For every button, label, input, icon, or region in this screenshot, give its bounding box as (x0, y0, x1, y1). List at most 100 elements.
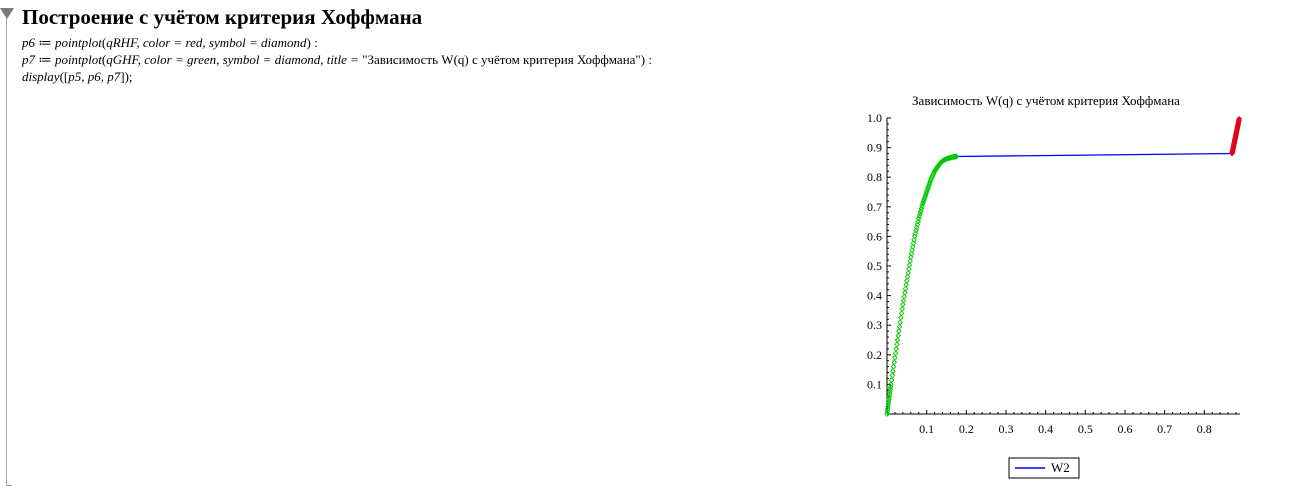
code-line-1-close-paren: ) (306, 35, 311, 50)
data-point-diamond (894, 341, 900, 348)
code-line-2-args: qGHF, color = green, symbol = diamond, t… (106, 52, 363, 67)
y-tick-label: 0.3 (867, 318, 882, 332)
plot-legend: W2 (1008, 457, 1080, 479)
data-point-diamond (913, 227, 919, 234)
code-line-2-func: pointplot (54, 52, 102, 67)
legend-label: W2 (1051, 460, 1070, 475)
data-point-diamond (911, 233, 918, 240)
data-point-diamond (897, 319, 904, 326)
data-point-diamond (903, 281, 910, 288)
data-point-diamond (904, 274, 911, 280)
code-line-2-end: : (645, 52, 652, 67)
plot-svg: Зависимость W(q) с учётом критерия Хоффм… (867, 93, 1243, 479)
data-point-diamond (915, 218, 921, 225)
code-line-3[interactable]: display([p5, p6, p7]); (22, 69, 133, 85)
data-point-diamond (886, 396, 892, 403)
data-point-diamond (911, 237, 917, 243)
data-point-diamond (896, 328, 902, 334)
y-tick-label: 0.1 (867, 377, 882, 391)
data-point-diamond (887, 388, 893, 395)
data-point-diamond (884, 411, 890, 417)
y-tick-label: 0.5 (867, 259, 882, 273)
plot-title: Зависимость W(q) с учётом критерия Хоффм… (912, 93, 1180, 108)
code-line-1-assign: ≔ (35, 35, 55, 50)
y-tick-label: 0.8 (867, 170, 882, 184)
data-point-diamond (891, 359, 898, 366)
plot-output[interactable]: Зависимость W(q) с учётом критерия Хоффм… (850, 88, 1260, 488)
data-point-diamond (900, 301, 906, 308)
data-point-diamond (889, 372, 896, 379)
y-tick-label: 0.2 (867, 348, 882, 362)
x-tick-label: 0.8 (1197, 422, 1212, 436)
data-point-diamond (901, 293, 908, 300)
data-point-diamond (884, 406, 891, 412)
code-line-1[interactable]: p6 ≔ pointplot(qRHF, color = red, symbol… (22, 35, 318, 51)
data-point-diamond (912, 230, 919, 237)
code-line-1-end: : (310, 35, 318, 50)
code-line-3-func: display (22, 69, 60, 84)
code-line-1-args: qRHF, color = red, symbol = diamond (106, 35, 307, 50)
y-tick-label: 1.0 (867, 111, 882, 125)
section-title: Построение с учётом критерия Хоффмана (22, 5, 423, 29)
data-point-diamond (885, 398, 892, 405)
data-point-diamond (887, 386, 894, 393)
data-point-diamond (885, 403, 891, 410)
data-point-diamond (903, 277, 910, 284)
data-point-diamond (898, 310, 905, 317)
data-point-diamond (895, 332, 902, 339)
code-line-2-open-paren: ( (101, 52, 107, 67)
data-point-diamond (898, 314, 904, 321)
data-point-diamond (893, 346, 900, 352)
y-tick-label: 0.9 (867, 141, 882, 155)
data-point-diamond (896, 323, 903, 330)
code-line-3-args: p5, p6, p7 (68, 69, 121, 84)
x-tick-label: 0.1 (919, 422, 934, 436)
y-tick-label: 0.7 (867, 200, 882, 214)
data-point-diamond (914, 221, 921, 228)
data-point-diamond (884, 408, 891, 415)
data-point-diamond (910, 240, 917, 247)
data-point-diamond (913, 224, 920, 231)
code-line-3-close-bracket: ]) (120, 69, 129, 84)
section-bracket-foot (6, 485, 12, 486)
x-tick-label: 0.7 (1157, 422, 1172, 436)
data-point-diamond (905, 266, 912, 272)
code-line-2-lhs: p7 (22, 52, 35, 67)
x-axis-ticks: 0.1 0.2 0.3 0.4 0.5 0.6 0.7 0.8 (894, 410, 1237, 436)
data-point-diamond (892, 350, 899, 357)
data-point-diamond (888, 381, 894, 388)
code-line-1-lhs: p6 (22, 35, 35, 50)
plot-series (884, 116, 1243, 417)
x-tick-label: 0.6 (1117, 422, 1132, 436)
data-point-diamond (1236, 116, 1243, 122)
data-point-diamond (909, 243, 916, 250)
x-tick-label: 0.3 (998, 422, 1013, 436)
data-point-diamond (900, 297, 907, 304)
section-collapse-triangle-icon[interactable] (0, 8, 14, 19)
data-point-diamond (953, 153, 960, 160)
code-line-3-open-bracket: ([ (59, 69, 69, 84)
data-point-diamond (886, 391, 893, 398)
data-point-diamond (894, 337, 901, 343)
data-point-diamond (906, 262, 913, 268)
data-point-diamond (890, 363, 897, 370)
data-point-diamond (905, 270, 911, 276)
code-line-1-func: pointplot (54, 35, 102, 50)
code-line-3-end: ; (128, 69, 133, 84)
x-tick-label: 0.2 (959, 422, 974, 436)
code-line-1-open-paren: ( (101, 35, 107, 50)
data-point-diamond (909, 247, 915, 254)
data-point-diamond (888, 377, 895, 383)
data-point-diamond (902, 285, 909, 292)
code-line-2[interactable]: p7 ≔ pointplot(qGHF, color = green, symb… (22, 52, 652, 68)
y-tick-label: 0.6 (867, 229, 882, 243)
code-line-2-assign: ≔ (35, 52, 55, 67)
y-axis-ticks: 0.1 0.2 0.3 0.4 0.5 0.6 0.7 0.8 0.9 1.0 (867, 111, 891, 409)
x-tick-label: 0.4 (1038, 422, 1053, 436)
x-tick-label: 0.5 (1078, 422, 1093, 436)
y-tick-label: 0.4 (867, 289, 882, 303)
data-point-diamond (887, 384, 894, 390)
series-line-W2 (956, 152, 1233, 158)
data-point-diamond (890, 368, 896, 374)
data-point-diamond (902, 289, 908, 296)
